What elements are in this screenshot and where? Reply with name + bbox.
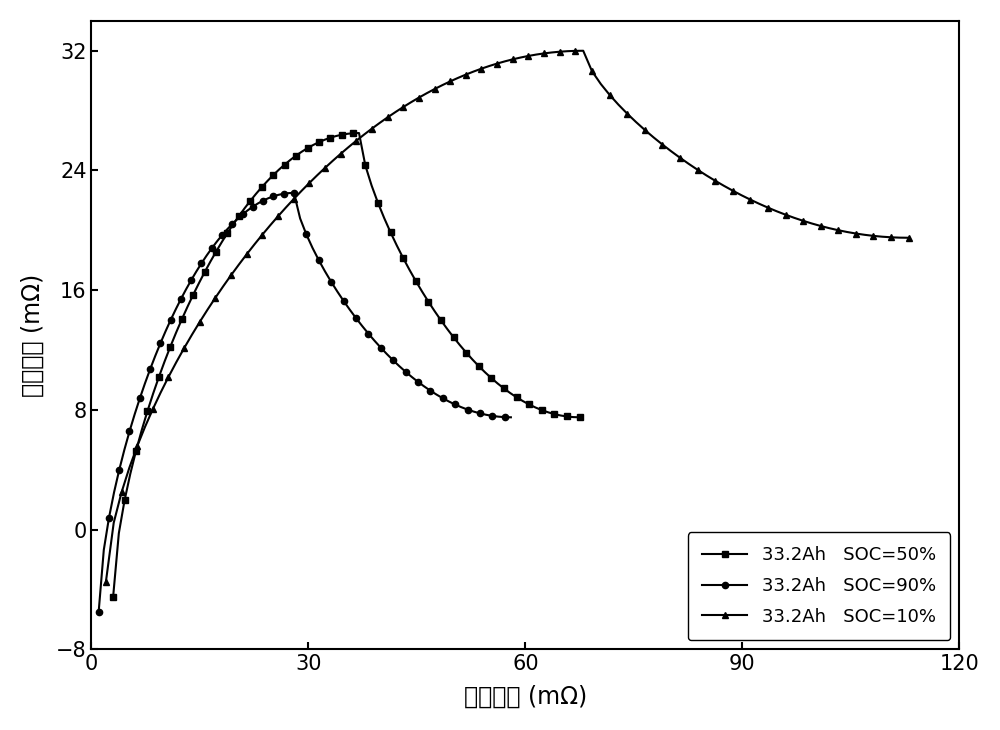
33.2Ah   SOC=90%	[175, 295, 187, 304]
Legend: 33.2Ah   SOC=50%, 33.2Ah   SOC=90%, 33.2Ah   SOC=10%: 33.2Ah SOC=50%, 33.2Ah SOC=90%, 33.2Ah S…	[688, 532, 950, 640]
33.2Ah   SOC=90%	[170, 305, 182, 314]
33.2Ah   SOC=10%	[507, 55, 519, 64]
Y-axis label: 虚部阻抗 (mΩ): 虚部阻抗 (mΩ)	[21, 274, 45, 396]
Line: 33.2Ah   SOC=50%: 33.2Ah SOC=50%	[110, 130, 583, 600]
33.2Ah   SOC=50%	[290, 151, 302, 160]
33.2Ah   SOC=90%	[288, 188, 300, 197]
33.2Ah   SOC=50%	[216, 238, 228, 247]
33.2Ah   SOC=90%	[505, 413, 517, 422]
33.2Ah   SOC=50%	[574, 413, 586, 422]
33.2Ah   SOC=90%	[93, 607, 105, 616]
33.2Ah   SOC=10%	[303, 179, 315, 188]
33.2Ah   SOC=50%	[107, 593, 119, 602]
33.2Ah   SOC=50%	[448, 333, 460, 342]
Line: 33.2Ah   SOC=90%: 33.2Ah SOC=90%	[96, 190, 514, 615]
33.2Ah   SOC=90%	[313, 255, 325, 264]
33.2Ah   SOC=50%	[227, 220, 239, 228]
33.2Ah   SOC=90%	[468, 407, 480, 416]
33.2Ah   SOC=10%	[577, 47, 589, 55]
Line: 33.2Ah   SOC=10%: 33.2Ah SOC=10%	[103, 47, 912, 585]
33.2Ah   SOC=90%	[307, 244, 319, 253]
X-axis label: 实部阻抗 (mΩ): 实部阻抗 (mΩ)	[464, 685, 587, 709]
33.2Ah   SOC=10%	[727, 186, 739, 195]
33.2Ah   SOC=90%	[216, 231, 228, 239]
33.2Ah   SOC=50%	[353, 128, 365, 137]
33.2Ah   SOC=10%	[100, 577, 112, 586]
33.2Ah   SOC=10%	[483, 61, 495, 70]
33.2Ah   SOC=50%	[284, 155, 296, 164]
33.2Ah   SOC=10%	[903, 234, 915, 242]
33.2Ah   SOC=50%	[372, 199, 384, 207]
33.2Ah   SOC=10%	[335, 150, 347, 158]
33.2Ah   SOC=10%	[280, 203, 292, 212]
